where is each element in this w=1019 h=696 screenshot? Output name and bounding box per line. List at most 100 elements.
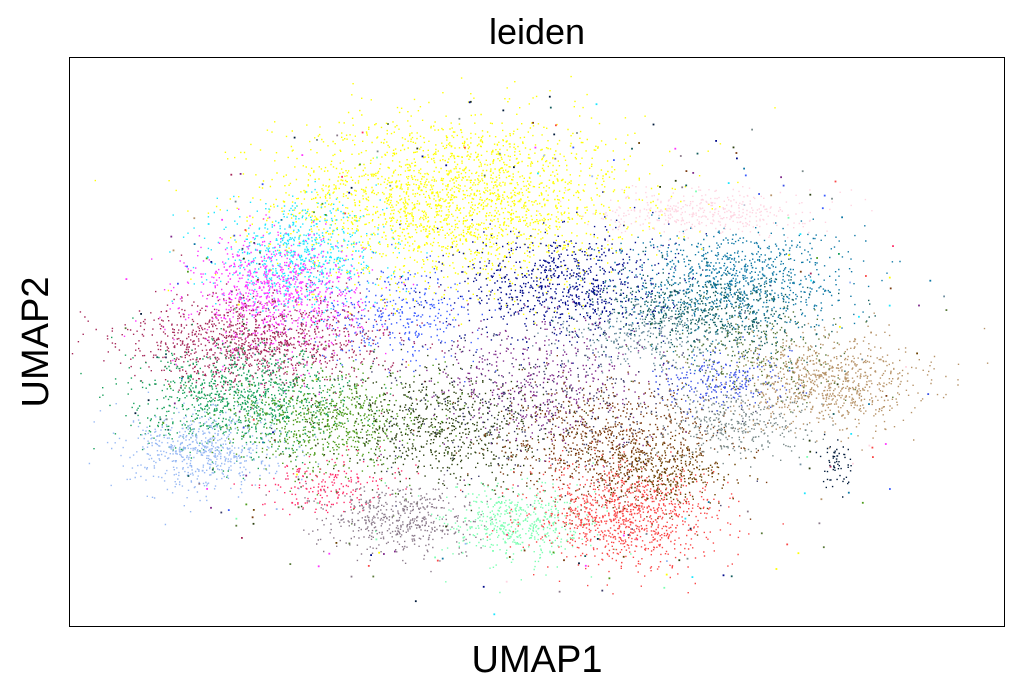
outlier-point <box>576 132 578 134</box>
outlier-point <box>543 154 545 157</box>
cluster-0 <box>94 75 776 381</box>
outlier-point <box>892 245 894 247</box>
outlier-point <box>861 358 864 361</box>
outlier-point <box>715 140 717 142</box>
outlier-point <box>261 183 264 186</box>
outlier-point <box>252 509 255 511</box>
outlier-point <box>306 476 308 479</box>
outlier-point <box>584 555 587 557</box>
cluster-25 <box>249 269 804 530</box>
outlier-point <box>234 308 237 311</box>
cluster-24 <box>360 285 687 487</box>
cluster-points <box>375 459 632 594</box>
outlier-point <box>884 443 887 445</box>
outlier-point <box>689 527 692 530</box>
cluster-points <box>552 238 876 373</box>
outlier-point <box>584 564 587 567</box>
cluster-points <box>249 269 804 530</box>
outlier-point <box>468 101 471 104</box>
outlier-point <box>563 559 565 562</box>
outlier-point <box>234 200 237 203</box>
outlier-point <box>732 146 735 149</box>
outlier-point <box>707 501 710 503</box>
outlier-point <box>818 522 821 525</box>
outlier-point <box>775 568 778 570</box>
cluster-points <box>267 243 500 383</box>
outlier-point <box>888 276 891 279</box>
outlier-point <box>548 95 551 98</box>
scatter-plot <box>71 75 989 616</box>
outlier-point <box>905 366 907 368</box>
outlier-point <box>206 488 208 490</box>
outlier-point <box>809 193 812 196</box>
cluster-points <box>639 378 834 468</box>
outlier-point <box>293 136 296 139</box>
outlier-point <box>210 261 213 263</box>
outlier-point <box>816 257 818 259</box>
outlier-point <box>262 441 264 444</box>
outlier-point <box>498 152 501 155</box>
outlier-point <box>686 557 689 560</box>
outlier-point <box>301 154 304 156</box>
cluster-points <box>247 348 614 518</box>
outlier-point <box>622 555 625 558</box>
outlier-point <box>847 491 850 494</box>
outlier-point <box>868 403 870 405</box>
outlier-point <box>242 323 245 325</box>
outlier-point <box>885 395 888 397</box>
outlier-point <box>186 265 188 268</box>
outlier-point <box>508 556 511 558</box>
outlier-point <box>215 404 217 407</box>
y-axis-label: UMAP2 <box>15 276 57 408</box>
outlier-point <box>421 155 424 158</box>
outlier-point <box>889 488 891 490</box>
cluster-10 <box>88 391 320 526</box>
outlier-point <box>888 304 891 307</box>
cluster-points <box>265 471 493 573</box>
outlier-point <box>348 542 351 545</box>
outlier-point <box>809 272 812 275</box>
outlier-point <box>555 124 557 127</box>
outlier-point <box>378 551 380 554</box>
cluster-6 <box>552 238 876 373</box>
outlier-point <box>736 157 738 160</box>
outlier-point <box>674 147 677 150</box>
outlier-point <box>336 134 339 137</box>
outlier-point <box>280 219 283 221</box>
cluster-points <box>815 433 852 498</box>
outlier-point <box>414 600 417 603</box>
chart-title: leiden <box>488 11 586 52</box>
cluster-18 <box>575 425 759 536</box>
outlier-point <box>685 170 688 172</box>
outlier-point <box>416 147 419 150</box>
outlier-point <box>169 385 171 388</box>
outlier-point <box>201 469 204 472</box>
outlier-point <box>666 560 668 562</box>
outlier-point <box>758 193 760 195</box>
outlier-point <box>125 278 128 280</box>
outlier-point <box>469 100 472 103</box>
outlier-point <box>335 542 338 544</box>
outlier-point <box>220 511 223 514</box>
outlier-point <box>696 152 699 155</box>
outlier-point <box>801 170 804 173</box>
outlier-point <box>258 263 261 265</box>
outlier-point <box>532 121 534 124</box>
outlier-point <box>502 109 505 112</box>
outlier-point <box>445 164 448 167</box>
cluster-3 <box>267 243 500 383</box>
cluster-points <box>537 185 873 250</box>
outlier-point <box>156 356 159 359</box>
outlier-point <box>251 516 254 519</box>
outlier-point <box>205 257 208 260</box>
outlier-point <box>350 575 353 578</box>
outlier-point <box>434 556 436 559</box>
outlier-point <box>850 433 853 435</box>
outlier-point <box>230 173 233 176</box>
outlier-point <box>348 191 351 194</box>
outlier-point <box>806 456 809 458</box>
outlier-point <box>870 331 872 334</box>
outlier-point <box>804 429 807 431</box>
outlier-point <box>744 174 747 177</box>
outlier-point <box>134 412 137 415</box>
